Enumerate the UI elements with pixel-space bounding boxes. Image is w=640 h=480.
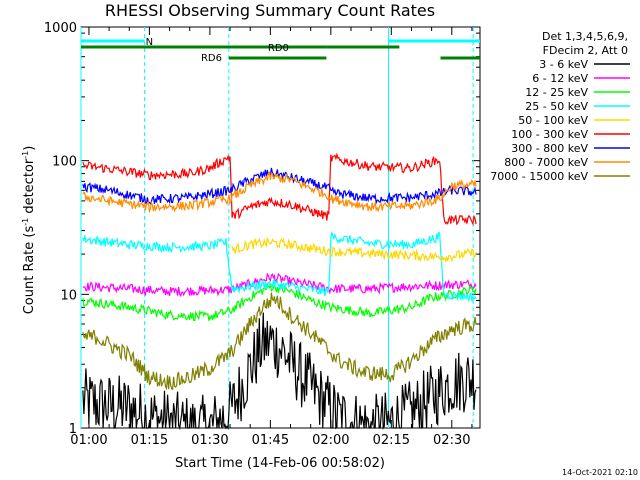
x-tick-label-6: 02:30 <box>433 433 470 448</box>
legend-header-line-2: FDecim 2, Att 0 <box>543 44 628 57</box>
legend-entry-label-6: 300 - 800 keV <box>511 142 588 155</box>
flag-bar-label-rd6: RD6 <box>201 53 222 64</box>
legend-entry-label-2: 12 - 25 keV <box>525 86 588 99</box>
x-tick-label-3: 01:45 <box>252 433 289 448</box>
series-line-4 <box>231 237 477 263</box>
series-line-0 <box>82 312 477 431</box>
y-tick-label-3: 1000 <box>44 21 77 36</box>
x-tick-label-0: 01:00 <box>70 433 107 448</box>
x-tick-label-1: 01:15 <box>131 433 168 448</box>
y-tick-label-1: 10 <box>60 288 77 303</box>
y-tick-label-0: 1 <box>69 422 77 437</box>
x-axis-label: Start Time (14-Feb-06 00:58:02) <box>175 456 385 471</box>
legend-entry-label-1: 6 - 12 keV <box>532 72 588 85</box>
legend-entry-label-3: 25 - 50 keV <box>525 100 588 113</box>
x-tick-label-5: 02:15 <box>373 433 410 448</box>
plot-area: 01:00 01:15 01:30 01:45 02:00 02:15 02:30 1 10 10… <box>44 21 481 448</box>
series-line-5 <box>82 152 477 226</box>
legend: Det 1,3,4,5,6,9, FDecim 2, Att 0 3 - 6 k… <box>490 30 630 183</box>
series-line-8 <box>82 292 477 391</box>
series-line-1 <box>82 272 477 298</box>
y-axis-label: Count Rate (s-1 detector-1) <box>21 146 37 315</box>
legend-entry-label-4: 50 - 100 keV <box>518 114 588 127</box>
series-line-3 <box>82 230 477 302</box>
legend-header-line-1: Det 1,3,4,5,6,9, <box>542 30 628 43</box>
flag-bar-label-n: N <box>146 37 153 48</box>
legend-entry-label-7: 800 - 7000 keV <box>504 156 588 169</box>
series-line-7 <box>82 170 477 214</box>
legend-entry-label-0: 3 - 6 keV <box>539 58 588 71</box>
x-tick-label-4: 02:00 <box>312 433 349 448</box>
flag-bar-label-rd0: RD0 <box>268 43 289 54</box>
generation-timestamp: 14-Oct-2021 02:10 <box>562 468 638 477</box>
legend-entry-label-5: 100 - 300 keV <box>511 128 588 141</box>
series-line-2 <box>82 281 477 322</box>
legend-entry-label-8: 7000 - 15000 keV <box>490 170 588 183</box>
chart-title: RHESSI Observing Summary Count Rates <box>105 1 435 20</box>
y-tick-label-2: 100 <box>52 155 77 170</box>
x-tick-label-2: 01:30 <box>191 433 228 448</box>
